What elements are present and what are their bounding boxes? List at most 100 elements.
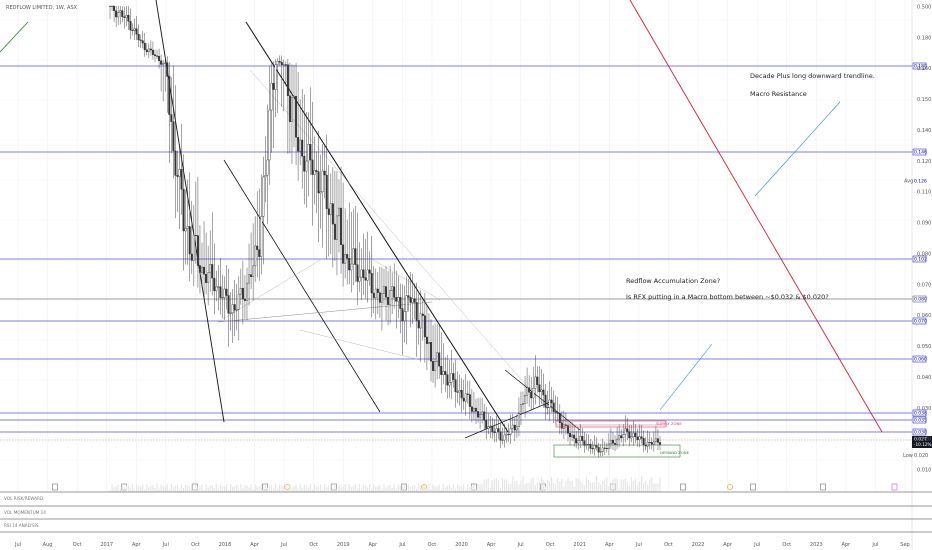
candle-body bbox=[284, 64, 287, 66]
volume-bar bbox=[561, 478, 563, 492]
candle-body bbox=[597, 447, 600, 453]
y-tick-label: 0.140 bbox=[917, 128, 931, 134]
volume-bar bbox=[117, 484, 119, 492]
volume-bar bbox=[383, 484, 385, 492]
volume-bar bbox=[626, 481, 628, 492]
volume-bar bbox=[518, 484, 520, 492]
volume-bar bbox=[272, 488, 275, 492]
candle-body bbox=[354, 248, 357, 265]
volume-bar bbox=[238, 488, 240, 492]
volume-bar bbox=[587, 479, 590, 492]
volume-bar bbox=[303, 485, 305, 492]
y-tick-label: 0.090 bbox=[917, 221, 931, 227]
volume-bar bbox=[319, 484, 322, 492]
candle-body bbox=[258, 249, 261, 257]
candle-body bbox=[223, 288, 226, 298]
candle-body bbox=[288, 95, 291, 122]
chart-annotation: Is RFX putting in a Macro bottom between… bbox=[626, 293, 829, 301]
volume-bar bbox=[657, 483, 659, 492]
candle-body bbox=[174, 150, 177, 176]
candle-body bbox=[472, 407, 475, 412]
candle-body bbox=[190, 253, 193, 261]
volume-bar bbox=[479, 484, 481, 492]
volume-bar bbox=[178, 488, 181, 492]
candle-body bbox=[133, 28, 136, 31]
candle-body bbox=[149, 48, 152, 51]
candle-body bbox=[413, 298, 416, 303]
volume-bar bbox=[569, 480, 571, 492]
x-tick-label: 2022 bbox=[692, 542, 705, 548]
candle-body bbox=[196, 235, 199, 266]
x-tick-label: Jul bbox=[280, 542, 287, 548]
candle-body bbox=[462, 397, 465, 402]
candle-body bbox=[250, 274, 253, 277]
candle-body bbox=[260, 216, 263, 257]
candle-body bbox=[117, 12, 120, 18]
candle-body bbox=[495, 428, 498, 433]
volume-bar bbox=[248, 487, 250, 492]
candle-body bbox=[346, 254, 349, 259]
volume-bar bbox=[326, 487, 328, 492]
x-tick-label: Apr bbox=[842, 542, 852, 548]
volume-bar bbox=[628, 485, 630, 492]
candle-body bbox=[125, 14, 128, 18]
candle-body bbox=[626, 428, 629, 432]
volume-bar bbox=[256, 486, 258, 492]
candle-body bbox=[442, 371, 445, 375]
volume-bar bbox=[440, 489, 442, 492]
volume-bar bbox=[358, 484, 361, 492]
event-marker bbox=[750, 483, 756, 491]
volume-bar bbox=[456, 484, 459, 492]
candle-body bbox=[225, 288, 228, 296]
volume-bar bbox=[129, 487, 132, 492]
y-tick-label: 0.500 bbox=[917, 5, 931, 11]
candle-body bbox=[252, 265, 255, 277]
candle-body bbox=[589, 444, 592, 449]
volume-bar bbox=[193, 489, 195, 492]
level-price-label: 0.038 bbox=[914, 411, 927, 417]
candle-body bbox=[562, 424, 565, 429]
candle-body bbox=[601, 447, 604, 452]
volume-bar bbox=[506, 479, 508, 492]
candle-body bbox=[241, 287, 244, 300]
candle-body bbox=[501, 439, 504, 441]
candle-body bbox=[372, 292, 375, 298]
candle-body bbox=[231, 304, 234, 314]
volume-bar bbox=[119, 488, 121, 492]
volume-bar bbox=[301, 488, 303, 492]
candle-body bbox=[409, 297, 412, 303]
candle-body bbox=[364, 277, 367, 281]
candle-body bbox=[554, 411, 557, 413]
volume-bar bbox=[418, 484, 420, 492]
volume-bar bbox=[651, 476, 653, 492]
volume-bar bbox=[401, 486, 403, 492]
volume-bar bbox=[268, 485, 271, 492]
candle-body bbox=[358, 276, 361, 282]
x-tick-label: Jul bbox=[162, 542, 169, 548]
candle-body bbox=[127, 14, 130, 22]
candle-body bbox=[517, 413, 520, 427]
candle-body bbox=[534, 376, 537, 389]
volume-bar bbox=[395, 488, 397, 492]
candle-body bbox=[622, 434, 625, 439]
candle-body bbox=[446, 374, 449, 386]
candle-body bbox=[474, 407, 477, 412]
volume-bar bbox=[121, 484, 123, 492]
x-tick-label: Oct bbox=[664, 542, 673, 548]
volume-bar bbox=[371, 489, 373, 492]
candle-body bbox=[295, 95, 298, 138]
volume-bar bbox=[534, 484, 536, 492]
candle-body bbox=[470, 406, 473, 412]
candle-body bbox=[327, 208, 330, 215]
volume-bar bbox=[221, 485, 224, 492]
thin-trendline bbox=[299, 329, 421, 361]
candle-body bbox=[656, 438, 659, 443]
candle-body bbox=[184, 228, 187, 232]
volume-bar bbox=[598, 482, 600, 492]
candle-body bbox=[542, 389, 545, 396]
level-price-tag bbox=[912, 62, 927, 70]
candle-body bbox=[160, 60, 163, 65]
volume-bar bbox=[260, 484, 262, 492]
candle-body bbox=[378, 292, 381, 303]
